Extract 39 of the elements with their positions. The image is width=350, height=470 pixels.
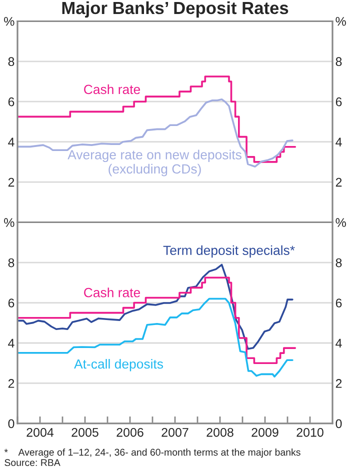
y-tick-label: % [4, 218, 14, 227]
y2-tick-label: % [336, 17, 346, 26]
y2-tick-label: 6 [336, 298, 342, 308]
series-label: Cash rate [84, 84, 140, 94]
chart-title: Major Banks’ Deposit Rates [62, 1, 288, 18]
y-tick-label: 2 [8, 379, 14, 388]
y-tick-label: 8 [8, 57, 14, 66]
y-tick-label: 6 [8, 298, 14, 308]
y2-tick-label: 2 [336, 178, 342, 187]
x-tick-label: 2004 [26, 428, 54, 437]
x-tick-label: 2009 [252, 428, 278, 437]
y2-tick-label: 4 [336, 338, 342, 348]
series-label: Term deposit specials* [163, 245, 295, 258]
y2-tick-label: 0 [336, 419, 342, 428]
y-tick-label: 0 [8, 419, 14, 428]
y-tick-label: % [4, 17, 14, 26]
x-tick-label: 2005 [72, 428, 98, 437]
y-tick-label: 2 [8, 178, 14, 187]
y-tick-label: 4 [8, 338, 14, 348]
text: * Average of 1–12, 24-, 36- and 60-month terms at the major banks [4, 448, 300, 458]
y2-tick-label: 4 [336, 138, 342, 146]
line-series [18, 298, 294, 378]
y-tick-label: 8 [8, 258, 14, 268]
line-series [18, 264, 294, 350]
source-note: Source: RBA [4, 459, 60, 466]
y-tick-label: 4 [8, 138, 14, 146]
x-tick-label: 2006 [116, 428, 144, 437]
y2-tick-label: 6 [336, 97, 342, 106]
y2-tick-label: % [336, 218, 346, 227]
series-label: Cash rate [84, 288, 140, 298]
y2-tick-label: 8 [336, 258, 342, 268]
x-tick-label: 2007 [162, 428, 188, 437]
y-tick-label: 6 [8, 97, 14, 106]
y2-tick-label: 2 [336, 379, 342, 388]
series-label: At-call deposits [74, 358, 164, 372]
y2-tick-label: 8 [336, 57, 342, 66]
x-tick-label: 2010 [296, 428, 324, 437]
x-tick-label: 2008 [206, 428, 234, 437]
series-label: Average rate on new deposits (excluding CDs) [68, 150, 242, 176]
